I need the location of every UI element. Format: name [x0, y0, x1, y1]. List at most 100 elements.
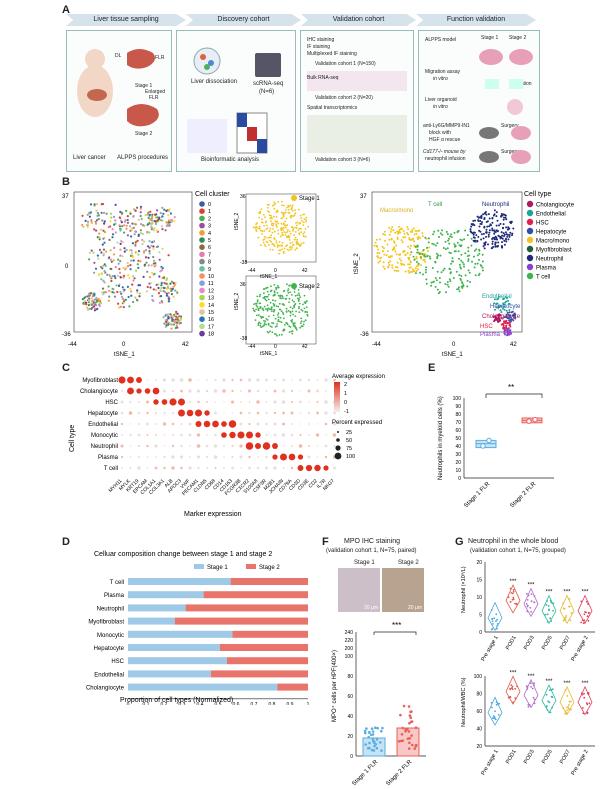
- cluster-point: [153, 259, 156, 262]
- stage-point: [294, 294, 297, 297]
- celltype-point: [402, 230, 405, 232]
- stage-point: [286, 283, 288, 286]
- cluster-point: [130, 290, 133, 293]
- dotplot-dot: [162, 422, 167, 426]
- b-ymax: 37: [62, 194, 69, 200]
- celltype-legend-swatch: [526, 254, 534, 262]
- cluster-point: [134, 230, 137, 233]
- cluster-point: [114, 203, 117, 206]
- celltype-point: [436, 255, 439, 258]
- celltype-point: [431, 242, 434, 245]
- f-point: [371, 730, 375, 733]
- cluster-point: [174, 282, 177, 285]
- celltype-point: [421, 232, 424, 235]
- stage-point: [288, 246, 291, 249]
- size-legend-dot: [337, 431, 339, 433]
- dotplot-dot: [272, 443, 278, 449]
- stage2-tsne-plot: [245, 275, 317, 345]
- cluster-point: [156, 216, 159, 219]
- cluster-point: [101, 267, 104, 270]
- cluster-point: [136, 239, 139, 242]
- stage-point: [296, 247, 298, 250]
- celltype-point: [501, 246, 504, 249]
- cluster-point: [134, 243, 137, 247]
- dotplot-dot: [240, 467, 242, 469]
- cluster-point: [125, 248, 128, 252]
- celltype-point: [506, 334, 508, 337]
- stage-point: [262, 316, 264, 319]
- celltype-point: [485, 231, 487, 234]
- cluster-point: [99, 302, 103, 305]
- ct-xmid: 0: [452, 342, 456, 348]
- dotplot-dot: [248, 455, 251, 459]
- stage-point: [269, 239, 271, 242]
- stage-point: [277, 233, 280, 235]
- celltype-legend-label: Myofibroblast: [536, 248, 572, 254]
- celltype-point: [493, 229, 495, 232]
- dotplot-dot: [245, 431, 254, 439]
- cluster-point: [131, 283, 134, 286]
- celltype-point: [382, 265, 385, 268]
- g-point: [585, 600, 588, 603]
- cluster-point: [90, 292, 93, 295]
- stage-point: [263, 230, 266, 232]
- stage-point: [276, 220, 279, 223]
- g-ylabel: Neutrophil/WBC (%): [461, 677, 467, 727]
- cluster-point: [148, 276, 152, 279]
- cluster-point: [167, 313, 170, 316]
- stage-point: [276, 314, 279, 316]
- dotplot-dot: [239, 455, 243, 459]
- dotplot-dot: [189, 456, 191, 458]
- g-cat-label: Pre stage 2: [570, 749, 589, 776]
- celltype-point: [419, 256, 422, 259]
- celltype-point: [473, 266, 476, 269]
- size-legend-dot: [334, 452, 342, 460]
- cluster-point: [109, 249, 112, 252]
- celltype-point: [383, 267, 386, 270]
- celltype-point: [392, 247, 395, 250]
- dotplot-dot: [240, 390, 242, 392]
- stage1-dot: [291, 195, 297, 201]
- cluster-point: [103, 270, 106, 273]
- dotplot-dot: [324, 411, 328, 415]
- s2-xmax: 42: [302, 344, 308, 350]
- s1-ylabel: tSNE_2: [234, 213, 240, 230]
- dotplot-dot: [307, 389, 311, 393]
- stage-point: [285, 321, 288, 324]
- stage-point: [287, 289, 289, 292]
- cluster-point: [145, 261, 148, 264]
- vc1-label: Validation cohort 1 (N=150): [315, 61, 376, 67]
- sampling-illustration: [77, 49, 159, 127]
- stage-point: [304, 311, 306, 313]
- cluster-point: [129, 264, 132, 267]
- cluster-point: [175, 315, 178, 318]
- dotplot-dot: [180, 423, 183, 425]
- dotplot-dot: [231, 412, 234, 414]
- cluster-point: [152, 245, 155, 248]
- f-ylabel: MPO⁺ cells per HPF(400×): [331, 650, 338, 722]
- cluster-point: [92, 301, 95, 304]
- stage-point: [266, 286, 269, 289]
- celltype-point: [414, 272, 417, 275]
- e-y-tick: 80: [455, 412, 461, 418]
- celltype-point: [493, 230, 496, 233]
- dotplot-dot: [154, 444, 158, 448]
- celltype-point: [409, 271, 412, 274]
- stage-point: [274, 230, 276, 233]
- cluster-point: [89, 203, 93, 206]
- cluster-point: [153, 227, 156, 230]
- f-point: [401, 726, 404, 730]
- dotplot-dot: [161, 399, 168, 405]
- dotplot-dot: [281, 433, 286, 437]
- f-point: [407, 730, 411, 733]
- cluster-point: [169, 212, 172, 215]
- cluster-point: [113, 246, 116, 249]
- celltype-point: [411, 231, 414, 233]
- stage-point: [274, 326, 277, 328]
- celltype-point: [503, 233, 506, 236]
- celltype-point: [392, 229, 395, 232]
- stage-point: [273, 203, 275, 206]
- stage-point: [277, 286, 280, 289]
- cluster-point: [92, 305, 95, 308]
- stage-point: [262, 297, 265, 299]
